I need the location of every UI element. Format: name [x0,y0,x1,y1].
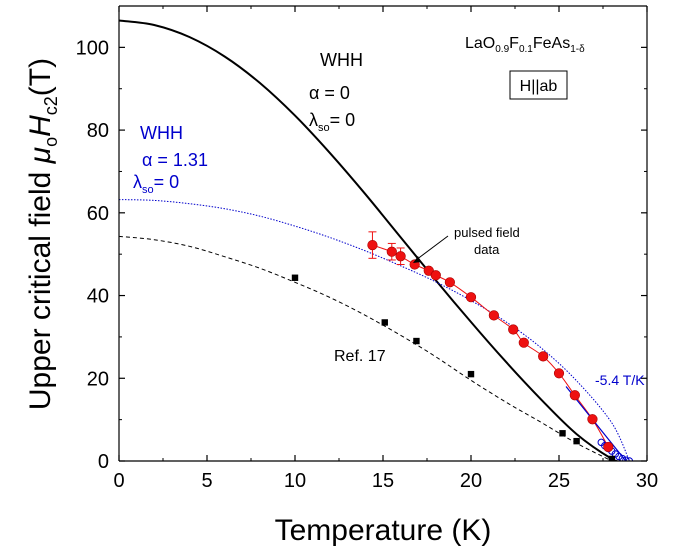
x-tick-label: 15 [372,470,394,492]
pulsed-point [587,414,598,425]
curves-layer [119,19,634,461]
pulsed-point [538,351,549,362]
pulsed-connect-line [372,244,609,448]
field-orientation-box [509,70,568,100]
whh-blue-curve [119,199,630,461]
open-point [622,456,630,461]
whh-black-title: WHH [320,50,363,70]
y-tick-label: 100 [76,37,109,59]
pulsed-point [367,239,378,251]
y-tick-label: 0 [98,451,109,473]
pulsed-point [508,324,519,335]
x-tick-label: 0 [113,470,124,492]
ref-points-group [291,274,615,461]
ref-point [467,370,475,378]
ref-point [291,274,299,281]
ref-point [608,455,615,461]
y-tick-label: 80 [87,120,109,142]
slope-label: -5.4 T/K [595,372,645,388]
x-axis-title: Temperature (K) [275,514,492,547]
field-orientation-label: H||ab [520,78,558,95]
pulsed-point [488,310,499,321]
ref-point [381,319,388,326]
pulsed-points-group [367,231,614,453]
x-tick-label: 10 [284,470,306,492]
pulsed-point [465,292,477,303]
pulsed-field-arrow-head [413,256,421,263]
pulsed-field-label-line1: pulsed field [454,225,520,240]
pulsed-point [430,270,441,281]
ref-fit-curve [119,235,613,461]
open-point [618,454,627,461]
y-tick-label: 20 [87,368,109,390]
y-tick-labels: 0 20 40 60 80 100 [76,37,109,473]
x-tick-label: 30 [636,470,658,492]
pulsed-point [603,441,614,453]
pulsed-point [444,277,455,288]
whh-black-alpha: α = 0 [309,83,350,103]
x-tick-label: 25 [548,470,570,492]
whh-black-curve [119,19,621,461]
y-tick-label: 40 [87,286,109,308]
pulsed-point [395,251,406,262]
y-axis-title: Upper critical field μoHc2(T) [24,58,61,410]
y-tick-label: 60 [87,203,109,225]
ref-point [559,430,566,437]
whh-blue-lambda: λso= 0 [133,172,179,196]
ref-label: Ref. 17 [334,348,386,365]
ticks-group [118,6,648,462]
compound-formula: LaO0.9F0.1FeAs1-δ [465,35,585,55]
pulsed-point [553,368,565,379]
whh-black-annotation: WHH α = 0 λso= 0 [309,50,363,134]
ref-point [573,437,580,445]
x-tick-label: 20 [460,470,482,492]
whh-blue-alpha: α = 1.31 [142,150,208,170]
whh-blue-annotation: WHH α = 1.31 λso= 0 [133,123,208,196]
axes-frame [118,5,648,462]
whh-blue-title: WHH [140,123,183,143]
pulsed-field-arrow-line [415,235,449,261]
pulsed-point [386,246,397,257]
ref-point [413,337,420,345]
pulsed-point [518,337,529,348]
whh-black-lambda: λso= 0 [309,110,355,134]
pulsed-field-label-line2: data [474,242,500,257]
x-tick-label: 5 [201,470,212,492]
pulsed-point [569,390,580,401]
x-tick-labels: 0 5 10 15 20 25 30 [113,470,658,492]
